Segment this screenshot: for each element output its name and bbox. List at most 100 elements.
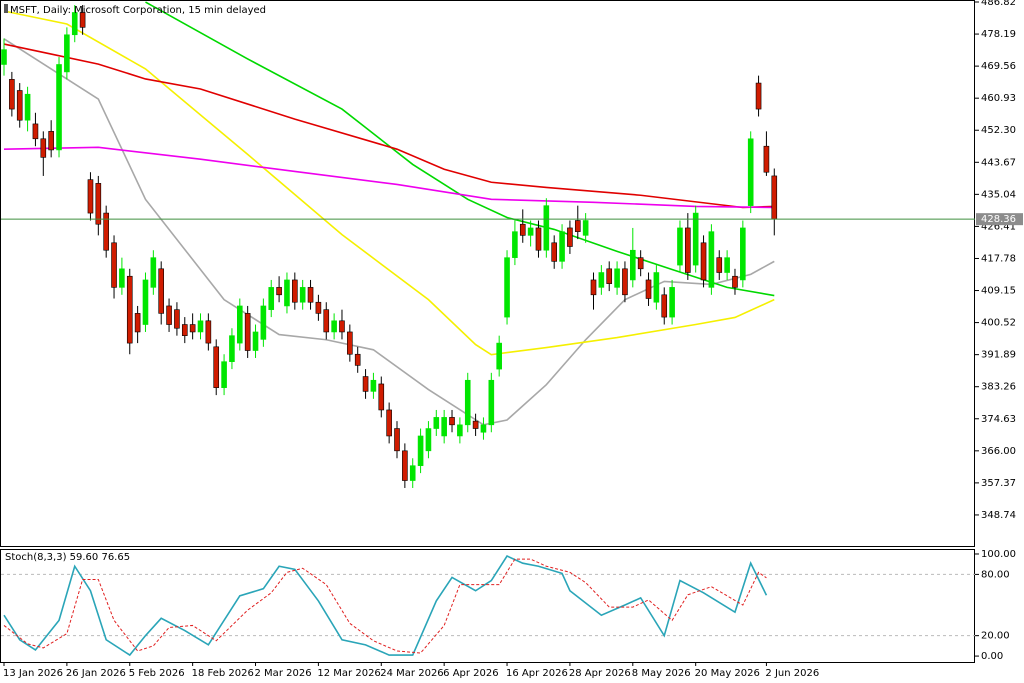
candle-body <box>645 279 652 299</box>
candle-body <box>307 287 314 303</box>
main-plot: 486.82 478.19 469.56 460.93 452.30 443.67 435.… <box>1 0 1023 521</box>
candle-body <box>504 257 510 318</box>
y-tick-label: 469.56 <box>981 61 1016 72</box>
x-tick-label: 12 Mar 2026 <box>317 668 380 679</box>
y-tick-label: 452.30 <box>981 125 1016 136</box>
candle-body <box>598 272 605 288</box>
candle-body <box>464 379 471 426</box>
indicator-line <box>3 10 775 356</box>
candle-body <box>284 279 290 307</box>
candle-body <box>457 424 463 437</box>
candle-body <box>79 12 86 28</box>
candle-body <box>402 450 408 481</box>
candle-body <box>16 90 23 121</box>
candle-body <box>347 331 353 355</box>
candle-body <box>268 287 275 310</box>
candle-body <box>48 131 54 151</box>
y-tick-label: 383.26 <box>981 382 1016 393</box>
candle-body <box>394 428 400 452</box>
candle-body <box>496 342 502 370</box>
candle-body <box>134 313 141 333</box>
x-tick-label: 13 Jan 2026 <box>3 668 63 679</box>
y-tick-label: 417.78 <box>981 253 1016 264</box>
candle-body <box>637 257 644 270</box>
candle-body <box>614 268 620 288</box>
y-tick-label: 443.67 <box>981 157 1016 168</box>
candle-body <box>740 227 746 281</box>
y-tick-label: 20.00 <box>981 631 1010 642</box>
candle-body <box>40 138 47 158</box>
stoch-panel-frame <box>0 549 975 663</box>
candle-body <box>653 272 660 303</box>
y-tick-label: 80.00 <box>981 569 1010 580</box>
candle-body <box>158 268 164 314</box>
candle-body <box>629 249 636 281</box>
candle-body <box>126 275 133 344</box>
candle-body <box>519 223 526 236</box>
candle-body <box>205 320 212 344</box>
candle-body <box>362 376 369 392</box>
candle-body <box>441 417 447 437</box>
candle-body <box>732 275 738 288</box>
candle-body <box>386 409 392 437</box>
candle-body <box>299 287 306 303</box>
indicator-line <box>3 555 768 657</box>
candle-body <box>409 465 416 481</box>
candle-body <box>323 309 330 333</box>
candle-body <box>252 331 259 351</box>
candle-body <box>339 320 345 333</box>
y-tick-label: 478.19 <box>981 29 1016 40</box>
stoch-title: Stoch(8,3,3) 59.60 76.65 <box>5 552 130 563</box>
candle-body <box>237 305 243 344</box>
candle-body <box>95 183 102 225</box>
candle-body <box>142 279 149 325</box>
candle-body <box>724 257 730 273</box>
y-tick-label: 348.74 <box>981 510 1016 521</box>
y-tick-label: 391.89 <box>981 350 1016 361</box>
candle-body <box>221 361 227 388</box>
x-tick-label: 2 Mar 2026 <box>255 668 312 679</box>
candle-body <box>551 242 558 262</box>
candle-body <box>669 287 675 318</box>
y-tick-label: 374.63 <box>981 414 1016 425</box>
candle-body <box>189 324 196 333</box>
candle-body <box>174 309 180 329</box>
candle-body <box>425 428 432 452</box>
candle-body <box>685 227 691 273</box>
candle-body <box>512 231 518 258</box>
candle-body <box>763 145 770 173</box>
candle-body <box>213 346 220 388</box>
candle-body <box>260 305 267 340</box>
candle-body <box>692 212 699 266</box>
candle-body <box>354 353 361 366</box>
candle-body <box>150 257 157 288</box>
candle-body <box>111 242 117 288</box>
chart-title: MSFT, Daily: Microsoft Corporation, 15 m… <box>10 5 266 16</box>
candle-body <box>9 79 15 110</box>
candle-body <box>24 93 31 121</box>
candle-body <box>197 320 204 333</box>
candle-body <box>708 231 715 288</box>
y-tick-label: 357.37 <box>981 478 1016 489</box>
candle-body <box>244 313 251 351</box>
stoch-plot: 100.00 80.00 20.00 0.00 <box>1 549 1016 662</box>
candle-body <box>370 379 377 392</box>
candle-body <box>166 305 172 325</box>
candle-body <box>543 205 550 251</box>
x-tick-label: 16 Apr 2026 <box>506 668 568 679</box>
candle-body <box>56 64 62 151</box>
symbol-icon <box>4 4 8 13</box>
y-tick-label: 435.04 <box>981 189 1016 200</box>
x-tick-label: 20 May 2026 <box>695 668 760 679</box>
candle-body <box>771 175 778 220</box>
candle-body <box>472 420 479 429</box>
y-tick-label: 400.52 <box>981 318 1016 329</box>
candle-body <box>276 287 282 296</box>
candle-body <box>535 227 542 251</box>
candle-body <box>527 227 534 236</box>
candle-body <box>181 324 188 336</box>
x-tick-label: 18 Feb 2026 <box>192 668 254 679</box>
candle-body <box>559 231 565 262</box>
